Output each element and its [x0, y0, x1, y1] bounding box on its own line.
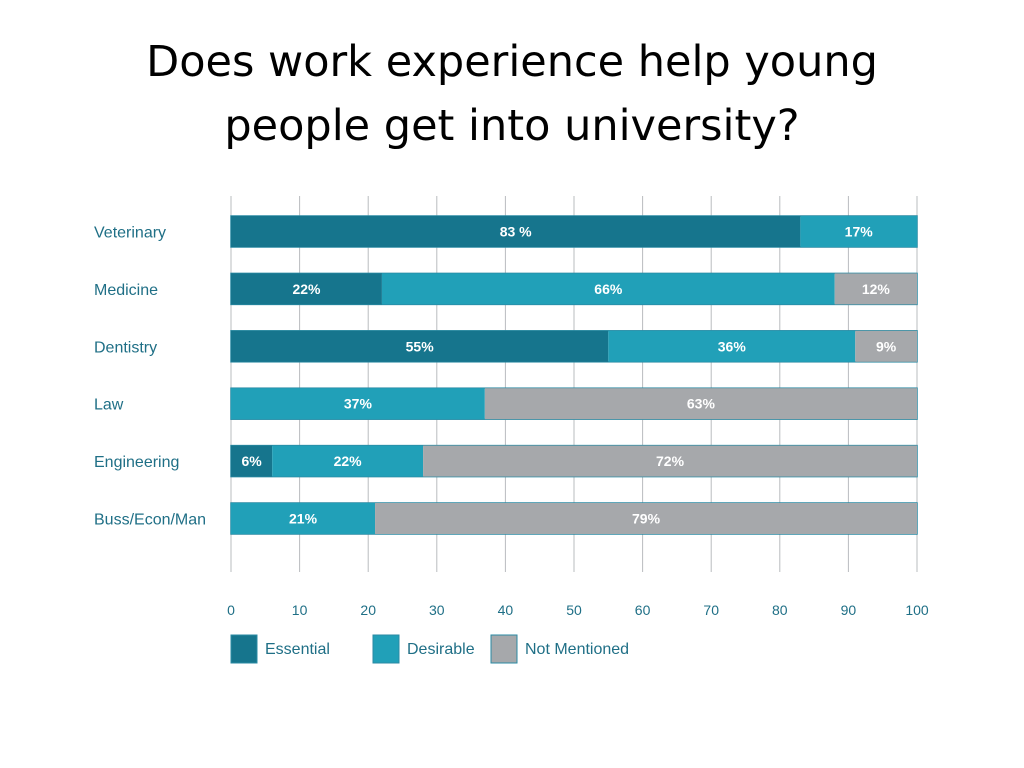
x-tick-label: 70: [703, 602, 719, 618]
bar-segment: [375, 503, 917, 534]
bar-value-label: 21%: [289, 511, 318, 527]
x-tick-label: 80: [772, 602, 788, 618]
bar-segment: [231, 388, 485, 420]
category-label: Veterinary: [94, 225, 166, 242]
legend-swatch: [372, 634, 400, 664]
x-tick-label: 60: [635, 602, 651, 618]
x-tick-label: 100: [905, 602, 929, 618]
x-tick-label: 30: [429, 602, 445, 618]
x-axis-ticks: 0 10 20 30 40 50 60 70 80 90 100: [227, 602, 929, 618]
bar-segment: [231, 445, 273, 477]
category-label: Buss/Econ/Man: [94, 512, 206, 529]
legend-label: Desirable: [407, 641, 475, 658]
bars: Veterinary 83 % 17% Medicine 22% 66% 12% Dentis…: [94, 215, 918, 535]
bar-segment: [423, 445, 917, 477]
x-tick-label: 20: [360, 602, 376, 618]
x-tick-label: 50: [566, 602, 582, 618]
bar-value-label: 22%: [292, 281, 321, 297]
bar-segment: [231, 273, 382, 305]
bar-segment: [855, 330, 917, 362]
x-tick-label: 90: [841, 602, 857, 618]
legend-swatch: [230, 634, 258, 664]
category-label: Law: [94, 397, 124, 414]
bar-value-label: 36%: [718, 338, 747, 354]
legend-label: Essential: [265, 641, 330, 658]
bar-segment: [608, 330, 856, 362]
bar-segment: [231, 216, 801, 247]
bar-segment: [834, 273, 917, 305]
bar-value-label: 83 %: [500, 224, 532, 240]
bar-segment: [272, 445, 424, 477]
bar-value-label: 17%: [845, 224, 874, 240]
bar-value-label: 22%: [334, 453, 363, 469]
slide-title-line-2: people get into university?: [224, 101, 800, 151]
bar-value-label: 66%: [594, 281, 623, 297]
bar-value-label: 63%: [687, 396, 716, 412]
bar-segment: [800, 216, 917, 247]
category-label: Dentistry: [94, 339, 157, 356]
bar-value-label: 9%: [876, 338, 897, 354]
bar-segment: [381, 273, 835, 305]
bar-segment: [231, 503, 376, 534]
bar-value-label: 37%: [344, 396, 373, 412]
bar-value-label: 72%: [656, 453, 685, 469]
x-tick-label: 0: [227, 602, 235, 618]
bar-segment: [484, 388, 917, 420]
bar-value-label: 6%: [241, 453, 262, 469]
bar-value-label: 55%: [406, 338, 435, 354]
bar-value-label: 12%: [862, 281, 891, 297]
legend: Essential Desirable Not Mentioned: [230, 634, 629, 664]
legend-label: Not Mentioned: [525, 641, 629, 658]
x-tick-label: 10: [292, 602, 308, 618]
category-label: Medicine: [94, 282, 158, 299]
slide-title-line-1: Does work experience help young: [146, 37, 878, 87]
slide-title: Does work experience help young people g…: [0, 30, 1024, 158]
bar-segment: [231, 330, 609, 362]
bar-value-label: 79%: [632, 511, 661, 527]
legend-swatch: [490, 634, 518, 664]
x-tick-label: 40: [498, 602, 514, 618]
category-label: Engineering: [94, 454, 179, 471]
